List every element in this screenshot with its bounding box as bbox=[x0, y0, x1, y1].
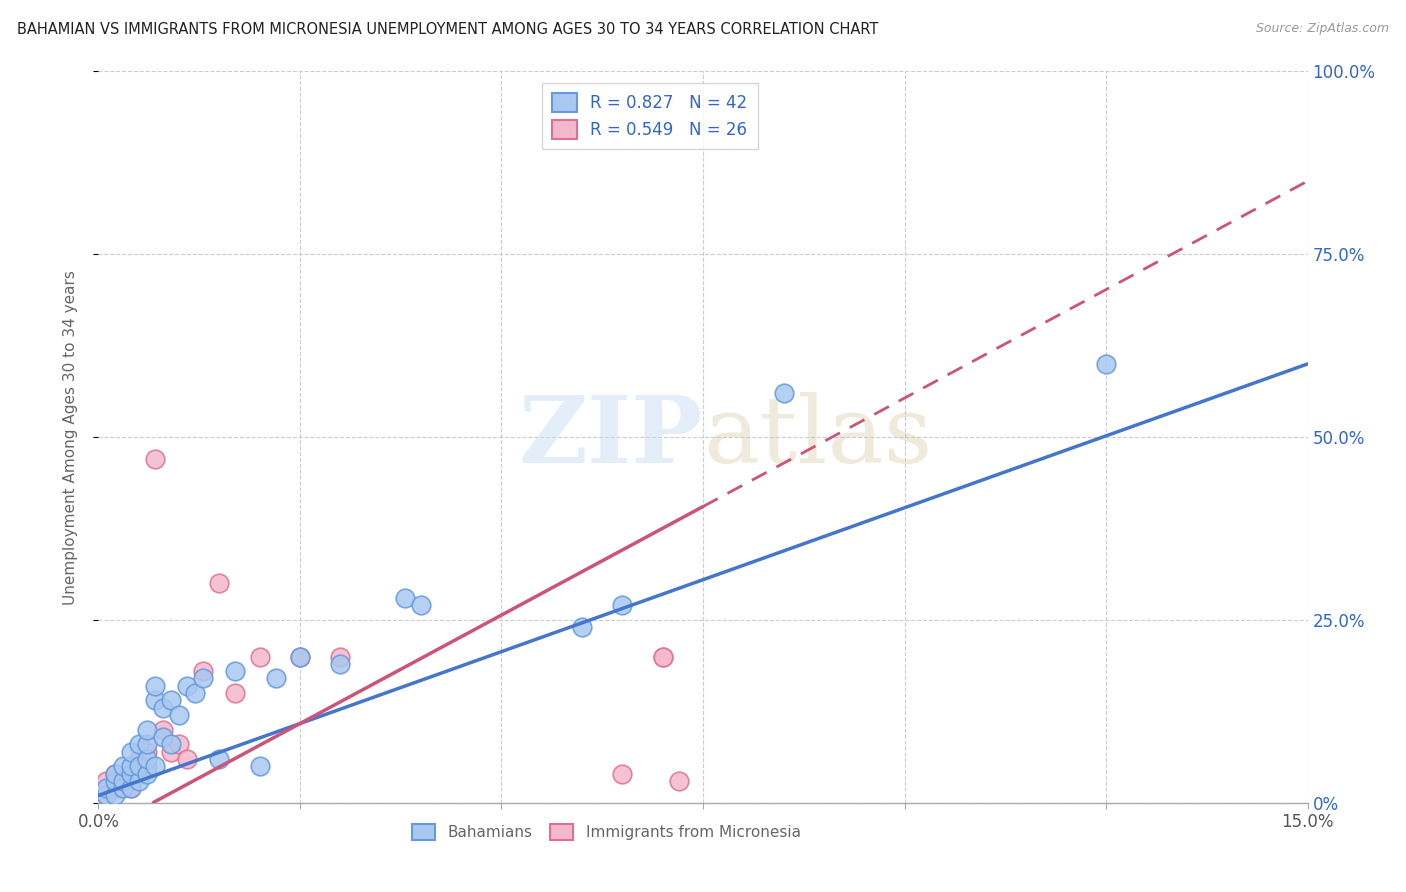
Point bbox=[772, 386, 794, 401]
Point bbox=[224, 664, 246, 678]
Point bbox=[160, 737, 183, 751]
Point bbox=[135, 752, 157, 766]
Point bbox=[167, 708, 190, 723]
Text: atlas: atlas bbox=[703, 392, 932, 482]
Point bbox=[111, 773, 134, 788]
Point bbox=[668, 773, 690, 788]
Point bbox=[111, 781, 134, 796]
Point bbox=[193, 664, 215, 678]
Y-axis label: Unemployment Among Ages 30 to 34 years: Unemployment Among Ages 30 to 34 years bbox=[63, 269, 77, 605]
Point bbox=[571, 620, 593, 634]
Point bbox=[135, 723, 157, 737]
Point bbox=[651, 649, 673, 664]
Point bbox=[96, 773, 118, 788]
Point bbox=[160, 745, 183, 759]
Point bbox=[176, 679, 198, 693]
Point bbox=[249, 649, 271, 664]
Point bbox=[128, 766, 150, 780]
Point bbox=[176, 752, 198, 766]
Point bbox=[120, 759, 142, 773]
Point bbox=[651, 649, 673, 664]
Point bbox=[612, 766, 634, 780]
Text: ZIP: ZIP bbox=[519, 392, 703, 482]
Point bbox=[135, 745, 157, 759]
Point bbox=[120, 781, 142, 796]
Point bbox=[288, 649, 311, 664]
Point bbox=[208, 752, 231, 766]
Point bbox=[152, 700, 174, 714]
Point bbox=[111, 759, 134, 773]
Point bbox=[612, 599, 634, 613]
Point bbox=[329, 649, 352, 664]
Point bbox=[120, 766, 142, 780]
Point bbox=[329, 657, 352, 671]
Point bbox=[394, 591, 416, 605]
Point bbox=[96, 781, 118, 796]
Point bbox=[264, 672, 287, 686]
Point bbox=[128, 759, 150, 773]
Point bbox=[160, 693, 183, 707]
Point bbox=[120, 781, 142, 796]
Point bbox=[143, 693, 166, 707]
Point bbox=[143, 452, 166, 467]
Point bbox=[111, 773, 134, 788]
Point bbox=[103, 773, 125, 788]
Point bbox=[120, 745, 142, 759]
Text: BAHAMIAN VS IMMIGRANTS FROM MICRONESIA UNEMPLOYMENT AMONG AGES 30 TO 34 YEARS CO: BAHAMIAN VS IMMIGRANTS FROM MICRONESIA U… bbox=[17, 22, 879, 37]
Point bbox=[184, 686, 207, 700]
Point bbox=[409, 599, 432, 613]
Point bbox=[103, 766, 125, 780]
Point bbox=[135, 737, 157, 751]
Point bbox=[152, 723, 174, 737]
Point bbox=[167, 737, 190, 751]
Point bbox=[193, 672, 215, 686]
Text: Source: ZipAtlas.com: Source: ZipAtlas.com bbox=[1256, 22, 1389, 36]
Point bbox=[224, 686, 246, 700]
Point bbox=[103, 781, 125, 796]
Legend: Bahamians, Immigrants from Micronesia: Bahamians, Immigrants from Micronesia bbox=[406, 817, 807, 847]
Point bbox=[135, 759, 157, 773]
Point bbox=[103, 789, 125, 803]
Point bbox=[128, 773, 150, 788]
Point bbox=[208, 576, 231, 591]
Point bbox=[152, 730, 174, 744]
Point bbox=[143, 679, 166, 693]
Point bbox=[143, 759, 166, 773]
Point bbox=[96, 789, 118, 803]
Point bbox=[128, 737, 150, 751]
Point bbox=[249, 759, 271, 773]
Point bbox=[120, 759, 142, 773]
Point bbox=[128, 752, 150, 766]
Point bbox=[103, 766, 125, 780]
Point bbox=[96, 789, 118, 803]
Point bbox=[135, 766, 157, 780]
Point bbox=[1095, 357, 1118, 371]
Point bbox=[288, 649, 311, 664]
